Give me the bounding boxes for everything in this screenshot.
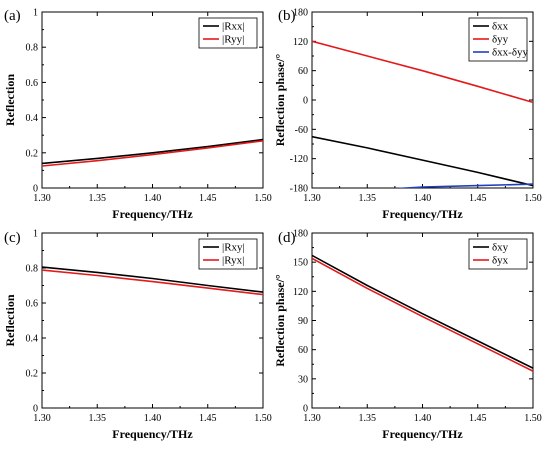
y-tick-label: 180	[293, 229, 308, 240]
y-tick-label: 60	[298, 345, 308, 356]
x-tick-label: 1.30	[33, 193, 51, 204]
y-tick-label: 0.6	[26, 299, 39, 310]
y-tick-label: 60	[298, 66, 308, 77]
y-tick-label: 0	[33, 404, 38, 415]
legend-box	[198, 17, 258, 49]
y-tick-label: 120	[293, 37, 308, 48]
x-tick-label: 1.30	[303, 413, 321, 424]
y-tick-label: 0	[303, 404, 308, 415]
series-line-2	[312, 40, 533, 104]
series-line-1	[42, 266, 263, 293]
series-line-1	[312, 254, 533, 369]
chart-panel-b: 1.30 1.35 1.40 1.45 1.50 -180 -120 -60 0 60 120 180…	[273, 8, 542, 222]
y-tick-label: 30	[298, 374, 308, 385]
y-tick-label: 0.8	[26, 264, 39, 275]
y-axis-label: Reflection phase/°	[273, 274, 287, 367]
series-line-2	[42, 140, 263, 167]
y-tick-label: 0	[33, 184, 38, 195]
x-tick-label: 1.40	[414, 413, 432, 424]
x-tick-label: 1.30	[303, 193, 321, 204]
x-tick-label: 1.50	[254, 413, 272, 424]
x-tick-label: 1.45	[199, 193, 217, 204]
y-tick-label: 120	[293, 287, 308, 298]
y-tick-label: -180	[290, 184, 308, 195]
x-axis-label: Frequency/THz	[112, 207, 193, 221]
x-tick-label: 1.35	[359, 193, 377, 204]
x-tick-label: 1.45	[199, 413, 217, 424]
series-line-1	[42, 138, 263, 165]
legend-label: δxx	[492, 21, 509, 33]
x-axis-label: Frequency/THz	[382, 427, 463, 441]
series-line-1	[312, 135, 533, 187]
x-tick-label: 1.45	[469, 193, 487, 204]
y-tick-label: 180	[293, 8, 308, 19]
legend-label: |Ryy|	[222, 34, 244, 46]
panel-label: (d)	[278, 230, 296, 246]
legend-label: |Ryx|	[222, 255, 244, 267]
series-line-3	[393, 183, 533, 188]
legend-label: |Rxy|	[222, 242, 245, 254]
series-line-2	[42, 269, 263, 296]
x-tick-label: 1.40	[414, 193, 432, 204]
y-axis-label: Reflection phase/°	[273, 54, 287, 147]
legend-box	[468, 238, 528, 270]
chart-panel-d: 1.30 1.35 1.40 1.45 1.50 0 30 60 90 120 150 180 Freq…	[273, 229, 542, 442]
y-tick-label: -120	[290, 154, 308, 165]
legend-label: δxx-δyy	[492, 47, 529, 59]
x-tick-label: 1.50	[254, 193, 272, 204]
y-tick-label: 0	[303, 96, 308, 107]
y-tick-label: 90	[298, 316, 308, 327]
y-axis-label: Reflection	[3, 294, 17, 346]
y-tick-label: 0.4	[26, 113, 39, 124]
y-tick-label: 150	[293, 258, 308, 269]
x-tick-label: 1.35	[359, 413, 377, 424]
x-tick-label: 1.30	[33, 413, 51, 424]
y-axis-label: Reflection	[3, 74, 17, 126]
panel-label: (a)	[4, 8, 21, 24]
legend-label: δyy	[492, 34, 509, 46]
legend-label: δxy	[492, 242, 509, 254]
y-tick-label: -60	[295, 125, 308, 136]
x-tick-label: 1.45	[469, 413, 487, 424]
legend-box	[198, 238, 258, 270]
y-tick-label: 0.8	[26, 43, 39, 54]
x-axis-label: Frequency/THz	[112, 427, 193, 441]
y-tick-label: 0.2	[26, 369, 39, 380]
y-tick-label: 0.4	[26, 334, 39, 345]
chart-panel-c: 1.30 1.35 1.40 1.45 1.50 0 0.2 0.4 0.6 0.8 1 Freque…	[3, 229, 272, 442]
y-tick-label: 1	[33, 229, 38, 240]
y-tick-label: 1	[33, 8, 38, 19]
x-tick-label: 1.50	[524, 193, 542, 204]
panel-label: (c)	[4, 230, 21, 246]
series-line-2	[312, 257, 533, 372]
panel-label: (b)	[278, 8, 296, 24]
legend-label: |Rxx|	[222, 21, 245, 33]
y-tick-label: 0.6	[26, 78, 39, 89]
x-axis-label: Frequency/THz	[382, 207, 463, 221]
x-tick-label: 1.35	[89, 193, 107, 204]
x-tick-label: 1.40	[144, 413, 162, 424]
x-tick-label: 1.35	[89, 413, 107, 424]
legend-label: δyx	[492, 255, 509, 267]
chart-panel-a: 1.30 1.35 1.40 1.45 1.50 0 0.2 0.4 0.6 0.8 1 Freque…	[3, 8, 272, 222]
y-tick-label: 0.2	[26, 148, 39, 159]
x-tick-label: 1.50	[524, 413, 542, 424]
x-tick-label: 1.40	[144, 193, 162, 204]
